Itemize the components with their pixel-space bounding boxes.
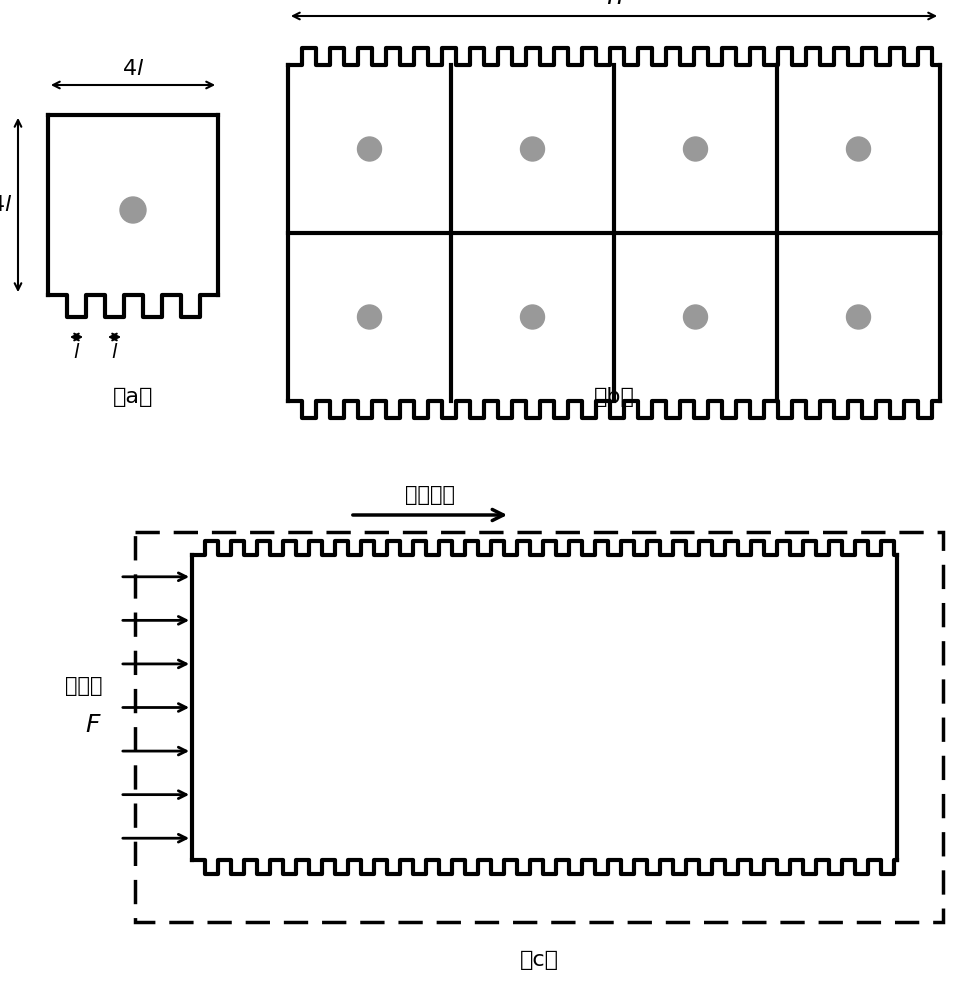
Circle shape: [521, 137, 544, 161]
Circle shape: [521, 305, 544, 329]
Text: 剪切力: 剪切力: [64, 676, 102, 696]
Text: （b）: （b）: [594, 387, 634, 407]
Circle shape: [846, 137, 871, 161]
Text: $l$: $l$: [73, 343, 80, 362]
Circle shape: [846, 305, 871, 329]
Text: （a）: （a）: [112, 387, 153, 407]
Text: 剪切方向: 剪切方向: [405, 485, 455, 505]
Text: $n$: $n$: [606, 0, 622, 10]
Circle shape: [358, 305, 381, 329]
Circle shape: [684, 137, 707, 161]
Circle shape: [684, 305, 707, 329]
Circle shape: [358, 137, 381, 161]
Text: （c）: （c）: [520, 950, 559, 970]
Text: $4l$: $4l$: [0, 195, 12, 215]
Circle shape: [120, 197, 146, 223]
Text: $4l$: $4l$: [122, 59, 145, 79]
Text: $F$: $F$: [85, 714, 102, 738]
Text: $l$: $l$: [110, 343, 118, 362]
